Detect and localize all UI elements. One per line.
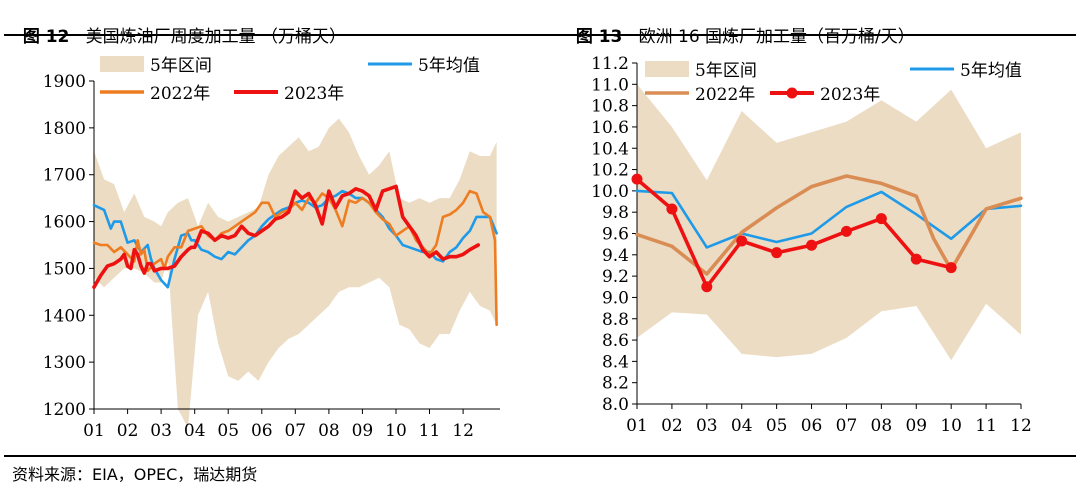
legend-label-avg: 5年均值: [960, 61, 1022, 81]
figure-13-label: 图 13: [575, 27, 623, 47]
legend-label-band: 5年区间: [150, 56, 212, 76]
legend-label-avg: 5年均值: [418, 56, 480, 76]
legend-marker-2023: [786, 87, 798, 99]
y-tick-label: 10.4: [591, 139, 629, 159]
figure-12-title: 图 12 美国炼油厂周度加工量 （万桶天）: [12, 2, 346, 47]
y-tick-label: 1600: [43, 213, 86, 233]
series-line-0: [635, 189, 1023, 249]
series-2023-marker: [771, 247, 783, 259]
x-tick-label: 09: [905, 416, 927, 436]
series-2023-marker: [910, 253, 922, 265]
y-tick-label: 8.4: [602, 352, 629, 372]
y-tick-label: 9.0: [602, 288, 629, 308]
y-tick-label: 10.2: [591, 161, 629, 181]
y-tick-label: 1700: [43, 166, 86, 186]
x-tick-label: 03: [696, 416, 718, 436]
x-tick-label: 12: [452, 421, 474, 441]
footer-rule: [4, 455, 1076, 457]
x-tick-label: 08: [871, 416, 893, 436]
y-tick-label: 11.0: [591, 75, 629, 95]
figure-12-caption: 美国炼油厂周度加工量 （万桶天）: [85, 27, 347, 47]
series-2023-marker: [875, 213, 887, 225]
legend-label-2022: 2022年: [150, 84, 210, 104]
y-tick-label: 9.6: [602, 225, 629, 245]
legend-label-band: 5年区间: [695, 61, 757, 81]
x-tick-label: 06: [251, 421, 273, 441]
y-tick-label: 1200: [43, 400, 86, 420]
y-tick-label: 10.8: [591, 97, 629, 117]
x-tick-label: 04: [731, 416, 753, 436]
x-tick-label: 07: [284, 421, 306, 441]
band-5yr-range: [94, 118, 497, 428]
x-tick-label: 03: [150, 421, 172, 441]
x-tick-label: 10: [940, 416, 962, 436]
series-line-2: [635, 177, 953, 289]
x-tick-label: 04: [184, 421, 206, 441]
figure-12-label: 图 12: [22, 27, 70, 47]
y-tick-label: 1500: [43, 259, 86, 279]
legend-swatch-band: [645, 61, 689, 77]
y-tick-label: 1400: [43, 306, 86, 326]
x-tick-label: 05: [766, 416, 788, 436]
legend-label-2023: 2023年: [820, 85, 880, 105]
y-tick-label: 11.2: [591, 54, 629, 74]
y-tick-label: 9.8: [602, 203, 629, 223]
series-2023-marker: [736, 235, 748, 247]
series-2023-marker: [945, 262, 957, 274]
series-2023-marker: [701, 281, 713, 293]
x-tick-label: 07: [836, 416, 858, 436]
y-tick-label: 8.6: [602, 331, 629, 351]
x-tick-label: 11: [419, 421, 441, 441]
header-rule: [4, 34, 1076, 36]
legend-label-2023: 2023年: [284, 84, 344, 104]
x-tick-label: 06: [801, 416, 823, 436]
legend-swatch-band: [100, 56, 144, 72]
band-5yr-range: [637, 84, 1021, 361]
y-tick-label: 9.2: [602, 267, 629, 287]
y-tick-label: 1800: [43, 119, 86, 139]
series-2023-marker: [666, 203, 678, 215]
x-tick-label: 01: [626, 416, 648, 436]
series-2023-marker: [631, 173, 643, 185]
y-tick-label: 9.4: [602, 246, 629, 266]
x-tick-label: 10: [385, 421, 407, 441]
series-2023-marker: [840, 225, 852, 237]
y-tick-label: 8.2: [602, 374, 629, 394]
series-line-2: [92, 184, 480, 289]
y-tick-label: 1900: [43, 72, 86, 92]
series-2023-marker: [806, 239, 818, 251]
x-tick-label: 01: [83, 421, 105, 441]
x-tick-label: 11: [975, 416, 997, 436]
y-tick-label: 10.6: [591, 118, 629, 138]
y-tick-label: 1300: [43, 353, 86, 373]
x-tick-label: 02: [117, 421, 139, 441]
figure-13-title: 图 13 欧洲 16 国炼厂加工量（百万桶/天）: [565, 2, 915, 47]
x-tick-label: 05: [217, 421, 239, 441]
legend-label-2022: 2022年: [695, 85, 755, 105]
x-tick-label: 09: [352, 421, 374, 441]
figure-13-caption: 欧洲 16 国炼厂加工量（百万桶/天）: [638, 27, 915, 47]
y-tick-label: 8.8: [602, 310, 629, 330]
x-tick-label: 02: [661, 416, 683, 436]
y-tick-label: 10.0: [591, 182, 629, 202]
x-tick-label: 12: [1010, 416, 1032, 436]
y-tick-label: 8.0: [602, 395, 629, 415]
source-note: 资料来源：EIA，OPEC，瑞达期货: [12, 465, 258, 484]
x-tick-label: 08: [318, 421, 340, 441]
